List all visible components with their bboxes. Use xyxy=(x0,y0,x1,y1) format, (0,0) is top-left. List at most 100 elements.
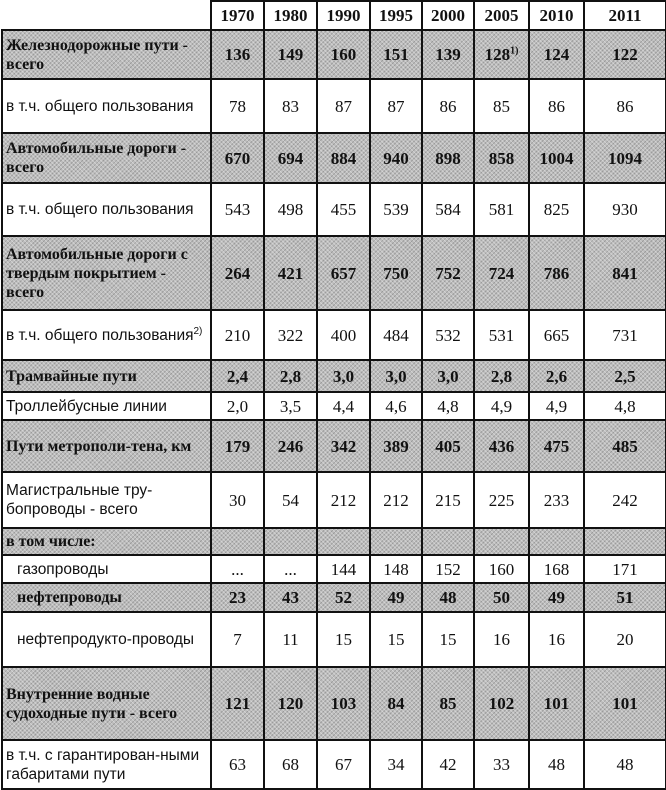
value-cell: 485 xyxy=(583,419,666,473)
cell-value: 485 xyxy=(612,436,638,456)
cell-value: 210 xyxy=(224,325,251,345)
year-header: 2011 xyxy=(583,0,666,31)
value-cell: 400 xyxy=(316,309,371,361)
row-label: Железнодорожные пути - всего xyxy=(1,29,212,80)
row-label-text: Внутренние водные судоходные пути - всег… xyxy=(6,685,178,722)
cell-value: 4,8 xyxy=(614,396,636,416)
table-row: газопроводы...... 144 148 152 160 168 171 xyxy=(1,554,666,584)
cell-value: 532 xyxy=(435,325,461,345)
value-cell: 242 xyxy=(583,471,666,529)
cell-value: 102 xyxy=(488,694,515,713)
cell-value: 124 xyxy=(543,45,570,64)
table-row: в т.ч. общего пользования 78 83 87 87 86 85 86 8… xyxy=(1,78,666,134)
row-label: нефтепроводы xyxy=(1,582,212,613)
row-label: в т.ч. общего пользования xyxy=(1,78,212,134)
year-header: 2000 xyxy=(421,0,475,31)
cell-value: 543 xyxy=(224,200,251,219)
value-cell: 124 xyxy=(528,29,585,80)
value-cell: 2,4 xyxy=(210,359,265,393)
row-label-text: нефтепроводы xyxy=(17,589,122,606)
value-cell: 531 xyxy=(473,309,530,361)
value-cell: 136 xyxy=(210,29,265,80)
cell-value: 4,4 xyxy=(332,396,355,416)
cell-value: 212 xyxy=(330,490,357,510)
cell-value: 2,4 xyxy=(226,366,249,386)
row-label-text: Трамвайные пути xyxy=(6,367,137,385)
cell-value: 2,0 xyxy=(226,396,249,416)
value-cell: 233 xyxy=(528,471,585,529)
value-cell: 30 xyxy=(210,471,265,529)
row-label: нефтепродукто-проводы xyxy=(1,611,212,668)
row-label: Трамвайные пути xyxy=(1,359,212,393)
cell-value: 152 xyxy=(435,559,461,579)
cell-value: 43 xyxy=(282,588,299,607)
value-cell: 322 xyxy=(263,309,318,361)
cell-value: 139 xyxy=(435,45,461,64)
value-cell: 264 xyxy=(210,235,265,311)
cell-value: 15 xyxy=(439,630,457,649)
value-cell: 85 xyxy=(421,666,475,741)
cell-value: 85 xyxy=(439,694,457,713)
value-cell: 42 xyxy=(421,739,475,790)
cell-value: 4,9 xyxy=(490,396,513,416)
value-cell: 78 xyxy=(210,78,265,134)
cell-value: 151 xyxy=(383,45,409,64)
table-row: в том числе: xyxy=(1,527,666,556)
cell-value: 30 xyxy=(229,490,246,510)
value-cell: 665 xyxy=(528,309,585,361)
value-cell: 49 xyxy=(369,582,423,613)
value-cell: 7 xyxy=(210,611,265,668)
cell-value: 694 xyxy=(277,148,304,168)
value-cell: 48 xyxy=(583,739,666,790)
cell-value: 48 xyxy=(548,755,565,774)
cell-value: 884 xyxy=(330,148,357,168)
value-cell: 786 xyxy=(528,235,585,311)
row-label-text: Железнодорожные пути - всего xyxy=(6,36,189,73)
table-row: нефтепродукто-проводы 7 11 15 15 15 16 16 20 xyxy=(1,611,666,668)
value-cell: 2,0 xyxy=(210,391,265,421)
value-cell: 85 xyxy=(473,78,530,134)
value-cell: 54 xyxy=(263,471,318,529)
value-cell: 498 xyxy=(263,182,318,237)
value-cell: 43 xyxy=(263,582,318,613)
value-cell: 168 xyxy=(528,554,585,584)
row-label: в том числе: xyxy=(1,527,212,556)
cell-value: 264 xyxy=(224,263,251,283)
value-cell: 724 xyxy=(473,235,530,311)
value-cell xyxy=(210,527,265,556)
value-cell: 3,0 xyxy=(421,359,475,393)
value-cell xyxy=(369,527,423,556)
value-cell: 657 xyxy=(316,235,371,311)
value-cell: 87 xyxy=(316,78,371,134)
year-header: 1970 xyxy=(210,0,265,31)
cell-value: 42 xyxy=(439,755,457,774)
value-cell: 16 xyxy=(473,611,530,668)
value-cell: 52 xyxy=(316,582,371,613)
row-label: газопроводы xyxy=(1,554,212,584)
cell-value: 120 xyxy=(277,694,304,713)
value-cell: 2,5 xyxy=(583,359,666,393)
cell-value: 67 xyxy=(335,755,352,774)
value-cell: 23 xyxy=(210,582,265,613)
cell-value: 149 xyxy=(277,45,304,64)
cell-value: 16 xyxy=(548,630,565,649)
row-label: Автомобильные дороги с твердым покрытием… xyxy=(1,235,212,311)
cell-value: 2,8 xyxy=(490,366,513,386)
value-cell xyxy=(316,527,371,556)
cell-value: 475 xyxy=(543,436,570,456)
cell-value: 405 xyxy=(435,436,461,456)
value-cell: 884 xyxy=(316,132,371,184)
value-cell: 171 xyxy=(583,554,666,584)
cell-value: 400 xyxy=(330,325,357,345)
value-cell: 101 xyxy=(583,666,666,741)
cell-value: 101 xyxy=(612,694,638,713)
value-cell: 86 xyxy=(421,78,475,134)
cell-value: 531 xyxy=(488,325,515,345)
value-cell xyxy=(583,527,666,556)
table-row: Магистральные тру-бопроводы - всего 30 54 2… xyxy=(1,471,666,529)
table-row: Пути метрополи-тена, км 179 246 342 389 405 43… xyxy=(1,419,666,473)
cell-value: 48 xyxy=(439,588,457,607)
cell-value: 2,5 xyxy=(614,366,636,386)
cell-value: 23 xyxy=(229,588,246,607)
